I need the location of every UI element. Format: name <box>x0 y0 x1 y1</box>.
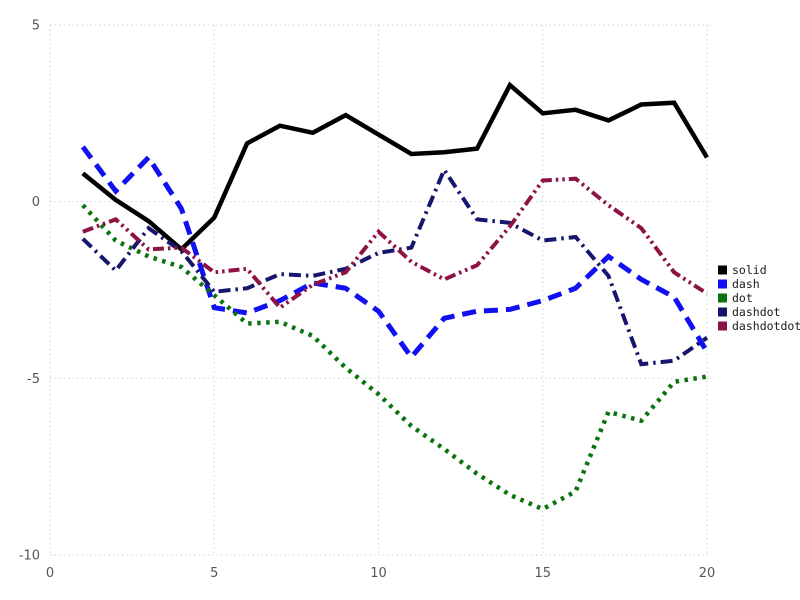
series-line-solid <box>81 81 709 253</box>
legend-swatch-dashdot <box>718 307 727 317</box>
legend-label-dot: dot <box>732 291 753 305</box>
legend-swatch-solid <box>718 265 727 275</box>
x-tick-label: 5 <box>210 566 218 581</box>
series-line-dot <box>81 203 708 512</box>
x-tick-label: 15 <box>534 566 551 581</box>
legend-swatch-dot <box>718 293 727 303</box>
legend-item-dot: dot <box>718 291 753 305</box>
legend-swatch-dashdotdot <box>718 321 727 331</box>
series-line-dash <box>80 145 710 362</box>
y-tick-label: -5 <box>27 372 40 387</box>
legend-item-dashdot: dashdot <box>718 305 780 319</box>
x-tick-label: 0 <box>46 566 54 581</box>
legend-item-dashdotdot: dashdotdot <box>718 319 800 333</box>
x-tick-label: 20 <box>699 566 716 581</box>
y-tick-label: 0 <box>32 195 40 210</box>
x-tick-label: 10 <box>370 566 387 581</box>
y-tick-label: 5 <box>32 19 40 34</box>
legend-label-dashdot: dashdot <box>732 305 780 319</box>
y-tick-label: -10 <box>19 549 40 564</box>
legend-label-solid: solid <box>732 263 767 277</box>
series-line-dashdotdot <box>82 176 709 311</box>
legend-swatch-dash <box>718 279 727 289</box>
legend-label-dashdotdot: dashdotdot <box>732 319 800 333</box>
legend-item-dash: dash <box>718 277 760 291</box>
legend-item-solid: solid <box>718 263 767 277</box>
legend-label-dash: dash <box>732 277 760 291</box>
series-line-dashdot <box>81 165 709 367</box>
